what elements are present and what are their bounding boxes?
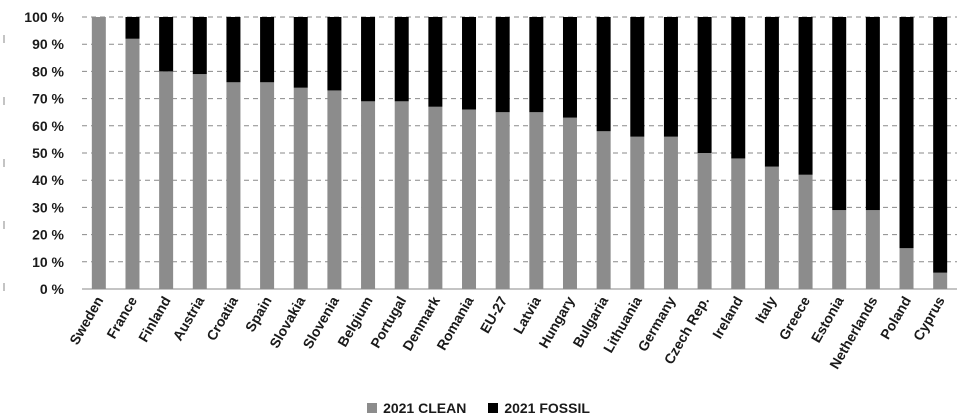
legend-item-fossil: 2021 FOSSIL bbox=[488, 400, 590, 416]
bar-clean bbox=[663, 136, 678, 289]
bar-fossil bbox=[562, 17, 577, 118]
x-tick-label: EU-27 bbox=[477, 293, 511, 336]
bar-fossil bbox=[361, 17, 376, 102]
bar-fossil bbox=[260, 17, 275, 83]
bar-fossil bbox=[293, 17, 308, 88]
bar-fossil bbox=[832, 17, 847, 211]
y-tick-label: 40 % bbox=[32, 172, 64, 188]
legend-swatch-clean bbox=[367, 403, 378, 413]
legend-swatch-fossil bbox=[488, 403, 499, 413]
y-tick-label: 10 % bbox=[32, 254, 64, 270]
y-tick-label: 50 % bbox=[32, 145, 64, 161]
bar-clean bbox=[361, 101, 376, 289]
bar-fossil bbox=[731, 17, 746, 159]
bar-fossil bbox=[899, 17, 914, 249]
bar-clean bbox=[327, 90, 342, 289]
bar-clean bbox=[91, 17, 106, 289]
bar-fossil bbox=[394, 17, 409, 102]
x-tick-label: Greece bbox=[776, 293, 814, 342]
bar-clean bbox=[832, 210, 847, 289]
x-tick-label: Spain bbox=[242, 294, 275, 335]
bar-clean bbox=[125, 38, 140, 290]
x-tick-label: Latvia bbox=[510, 293, 544, 336]
bar-clean bbox=[394, 101, 409, 289]
bar-fossil bbox=[630, 17, 645, 137]
bar-fossil bbox=[428, 17, 443, 107]
bar-clean bbox=[899, 248, 914, 289]
y-tick-label: 30 % bbox=[32, 199, 64, 215]
legend-label-fossil: 2021 FOSSIL bbox=[504, 400, 590, 416]
x-tick-label: Italy bbox=[752, 293, 780, 325]
bar-clean bbox=[495, 112, 510, 289]
y-tick-label: 20 % bbox=[32, 227, 64, 243]
bar-fossil bbox=[125, 17, 140, 39]
y-tick-label: 70 % bbox=[32, 91, 64, 107]
bar-clean bbox=[159, 71, 174, 290]
x-tick-label: Croatia bbox=[203, 293, 241, 343]
bar-fossil bbox=[327, 17, 342, 91]
bar-clean bbox=[933, 272, 948, 289]
y-axis: 0 % 10 % 20 % 30 % 40 % 50 % 60 % 70 % 80 % 90 % 1… bbox=[3, 9, 65, 297]
bar-fossil bbox=[764, 17, 779, 167]
bar-fossil bbox=[192, 17, 207, 75]
bar-fossil bbox=[865, 17, 880, 211]
y-tick-label: 60 % bbox=[32, 118, 64, 134]
bar-clean bbox=[764, 166, 779, 289]
bar-fossil bbox=[798, 17, 813, 175]
bar-fossil bbox=[529, 17, 544, 113]
x-tick-label: France bbox=[103, 293, 140, 341]
y-tick-label: 0 % bbox=[40, 281, 65, 297]
bar-fossil bbox=[697, 17, 712, 153]
x-tick-label: Ireland bbox=[709, 294, 746, 342]
bars bbox=[91, 17, 948, 290]
bar-fossil bbox=[933, 17, 948, 273]
y-tick-label: 80 % bbox=[32, 63, 64, 79]
x-tick-label: Austria bbox=[169, 293, 207, 343]
x-tick-label: Sweden bbox=[66, 294, 106, 348]
bar-clean bbox=[630, 136, 645, 289]
bar-fossil bbox=[495, 17, 510, 113]
bar-clean bbox=[226, 82, 241, 289]
legend-item-clean: 2021 CLEAN bbox=[367, 400, 466, 416]
legend: 2021 CLEAN 2021 FOSSIL bbox=[0, 398, 957, 418]
x-tick-label: Cyprus bbox=[910, 293, 948, 343]
x-tick-label: Finland bbox=[135, 294, 174, 345]
bar-clean bbox=[731, 158, 746, 289]
bar-clean bbox=[462, 109, 477, 289]
bar-clean bbox=[596, 131, 611, 289]
bar-clean bbox=[293, 87, 308, 289]
bar-clean bbox=[865, 210, 880, 289]
gridlines bbox=[82, 16, 957, 290]
y-tick-label: 100 % bbox=[24, 9, 64, 25]
y-tick-label: 90 % bbox=[32, 36, 64, 52]
bar-clean bbox=[529, 112, 544, 289]
legend-label-clean: 2021 CLEAN bbox=[383, 400, 467, 416]
bar-clean bbox=[798, 174, 813, 289]
bar-clean bbox=[697, 153, 712, 289]
bar-fossil bbox=[663, 17, 678, 137]
stacked-bar-chart: 0 % 10 % 20 % 30 % 40 % 50 % 60 % 70 % 80 % 90 % 1… bbox=[3, 9, 957, 372]
bar-clean bbox=[260, 82, 275, 289]
bar-clean bbox=[428, 106, 443, 289]
bar-fossil bbox=[226, 17, 241, 83]
bar-clean bbox=[192, 74, 207, 290]
bar-fossil bbox=[596, 17, 611, 132]
bar-fossil bbox=[159, 17, 174, 72]
x-tick-label: Poland bbox=[877, 294, 914, 342]
bar-fossil bbox=[462, 17, 477, 110]
bar-clean bbox=[562, 117, 577, 289]
